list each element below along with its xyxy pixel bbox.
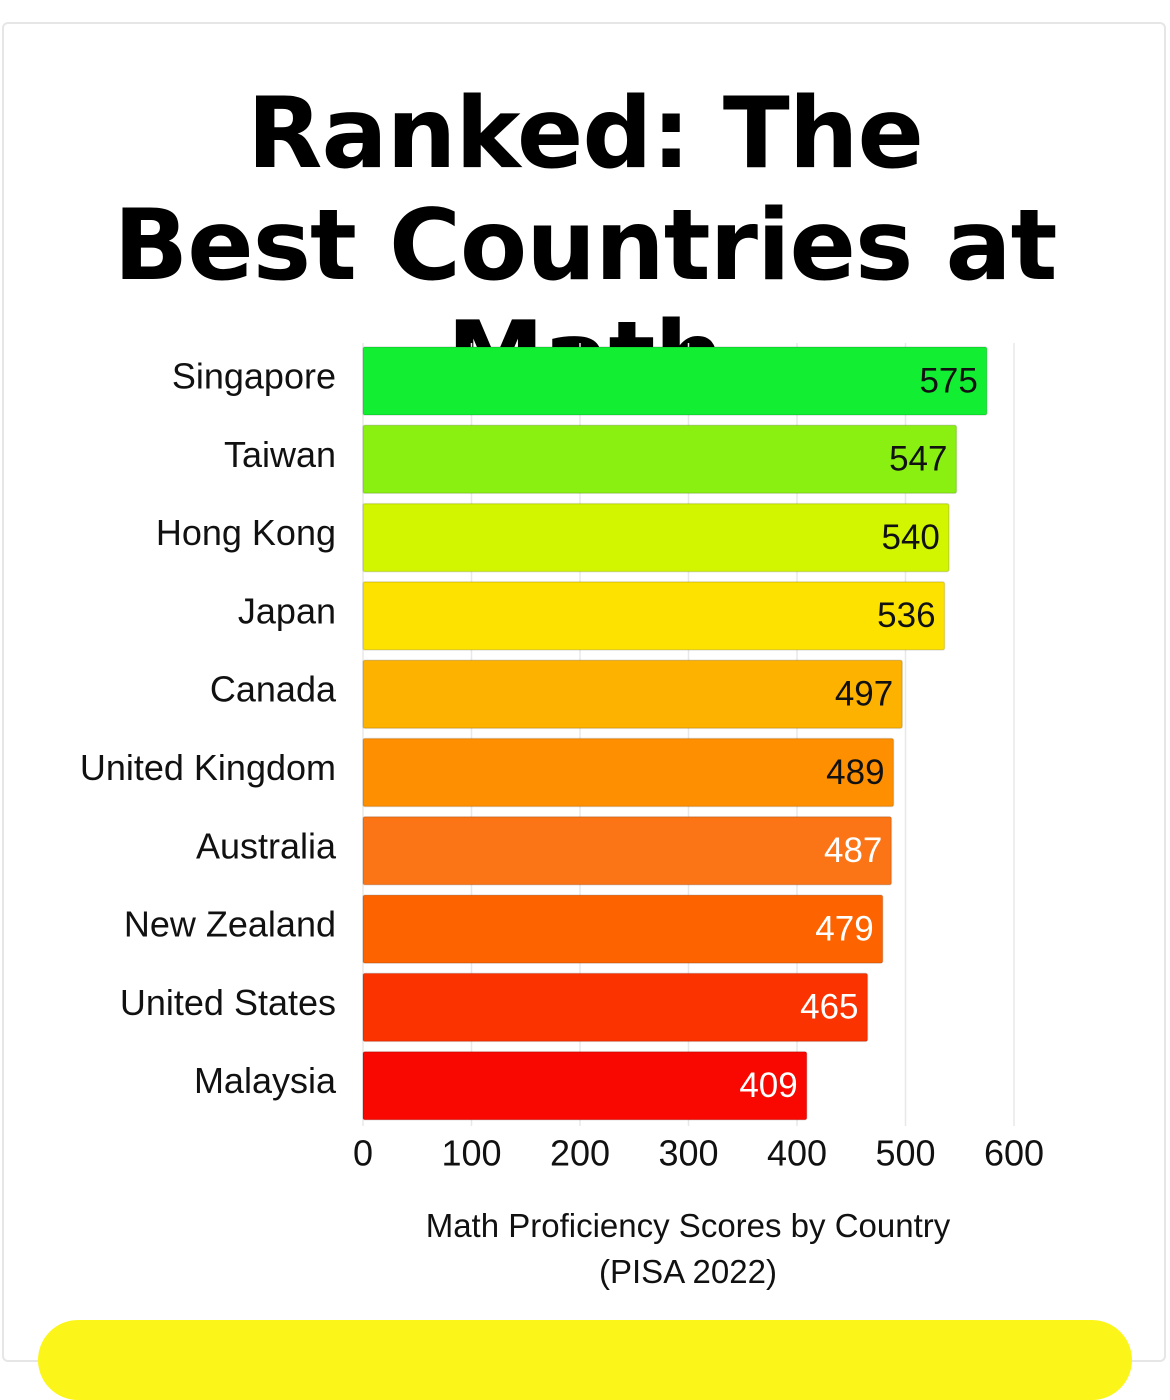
bar: [362, 659, 903, 729]
bar: [362, 424, 958, 495]
y-tick-label: Hong Kong: [156, 512, 336, 553]
y-tick-label: Australia: [196, 825, 337, 866]
y-tick-label: Canada: [210, 669, 337, 710]
bar: [362, 894, 884, 964]
x-tick-label: 400: [767, 1133, 827, 1174]
x-axis-label: Math Proficiency Scores by Country (PISA…: [425, 1207, 951, 1290]
bar: [362, 737, 895, 808]
y-tick-label: United Kingdom: [80, 747, 336, 788]
y-tick-label: New Zealand: [124, 904, 336, 945]
bar: [362, 502, 950, 573]
value-label: 465: [800, 988, 858, 1027]
page: Ranked: The Best Countries at Math 01002…: [2, 22, 1166, 1400]
banner: [38, 1320, 1132, 1400]
x-tick-label: 0: [353, 1133, 373, 1174]
bar: [362, 581, 946, 651]
value-label: 575: [919, 361, 977, 400]
value-label: 547: [889, 440, 947, 479]
x-tick-label: 200: [550, 1133, 610, 1174]
y-tick-label: United States: [120, 982, 336, 1023]
bar: [362, 1050, 808, 1121]
x-tick-label: 500: [875, 1133, 935, 1174]
value-label: 479: [815, 909, 873, 948]
y-tick-label: Singapore: [172, 356, 336, 397]
value-label: 497: [835, 674, 893, 713]
value-label: 409: [739, 1066, 797, 1105]
chart: 0 100 200 300 400 500 600 Singapore 575 Taiwan 547…: [80, 343, 1044, 1174]
bar: [362, 972, 869, 1043]
x-tick-label: 300: [658, 1133, 718, 1174]
x-tick-label: 100: [441, 1133, 501, 1174]
value-label: 540: [881, 518, 939, 557]
value-label: 489: [826, 753, 884, 792]
y-tick-label: Taiwan: [224, 434, 336, 475]
x-tick-label: 600: [984, 1133, 1044, 1174]
bar: [362, 346, 988, 416]
y-tick-label: Malaysia: [194, 1060, 337, 1101]
value-label: 487: [824, 831, 882, 870]
bar: [362, 816, 893, 886]
value-label: 536: [877, 596, 935, 635]
y-tick-label: Japan: [238, 590, 336, 631]
